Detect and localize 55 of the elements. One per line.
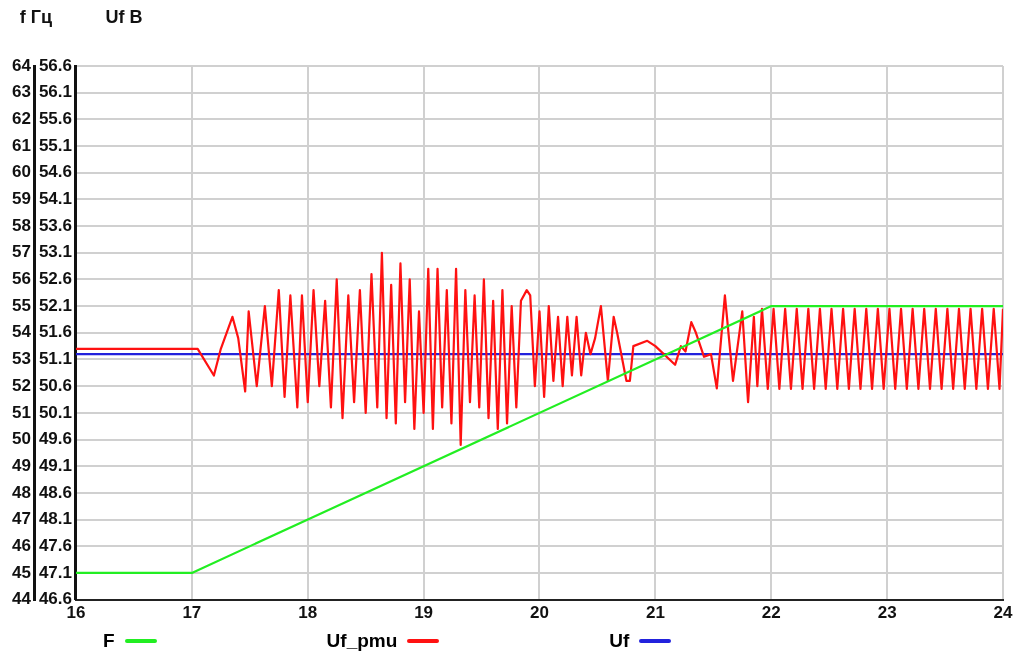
- y-tick-label: 50: [11, 429, 31, 449]
- y-tick-label: 63: [11, 82, 31, 102]
- y2-tick-label: 47.1: [38, 562, 72, 582]
- legend-label: Uf_pmu: [326, 630, 398, 652]
- y2-tick-label: 54.1: [38, 189, 72, 209]
- x-tick-label: 16: [66, 603, 86, 623]
- x-tick-label: 21: [645, 603, 665, 623]
- y2-tick-label: 48.6: [38, 482, 72, 502]
- y-tick-label: 59: [11, 189, 31, 209]
- y-tick-label: 54: [11, 322, 32, 342]
- y-tick-label: 53: [11, 349, 31, 369]
- y-axis-title: f Гц: [18, 7, 54, 27]
- y2-tick-label: 50.6: [38, 375, 72, 395]
- y2-tick-label: 49.6: [38, 429, 72, 449]
- y2-tick-label: 49.1: [38, 455, 72, 475]
- y2-tick-label: 51.1: [38, 349, 72, 369]
- y2-tick-label: 53.6: [38, 215, 72, 235]
- y2-tick-label: 56.1: [38, 82, 72, 102]
- x-tick-label: 24: [993, 603, 1013, 623]
- y-tick-label: 46: [11, 535, 31, 555]
- y-tick-label: 57: [11, 242, 31, 262]
- x-tick-label: 18: [298, 603, 318, 623]
- y-tick-label: 49: [11, 455, 31, 475]
- y-tick-label: 62: [11, 109, 31, 129]
- y2-tick-label: 51.6: [38, 322, 72, 342]
- y-tick-label: 58: [11, 215, 31, 235]
- y-tick-label: 60: [11, 162, 31, 182]
- legend-label: F: [103, 630, 115, 652]
- x-tick-label: 23: [877, 603, 897, 623]
- x-tick-label: 19: [414, 603, 434, 623]
- x-tick-label: 17: [182, 603, 202, 623]
- y-tick-label: 64: [11, 55, 32, 75]
- legend-label: Uf: [609, 630, 630, 652]
- y-tick-label: 51: [11, 402, 31, 422]
- y-tick-label: 44: [11, 589, 32, 609]
- y-tick-label: 48: [11, 482, 31, 502]
- x-tick-label: 22: [761, 603, 781, 623]
- y-tick-label: 47: [11, 509, 31, 529]
- x-tick-label: 20: [530, 603, 549, 623]
- y2-tick-label: 54.6: [38, 162, 72, 182]
- y2-tick-label: 48.1: [38, 509, 72, 529]
- y2-tick-label: 53.1: [38, 242, 72, 262]
- y2-tick-label: 52.1: [38, 295, 72, 315]
- y2-tick-label: 47.6: [38, 535, 72, 555]
- y-tick-label: 55: [11, 295, 31, 315]
- y-tick-label: 52: [11, 375, 31, 395]
- y2-tick-label: 56.6: [38, 55, 72, 75]
- y-tick-label: 56: [11, 269, 31, 289]
- y2-tick-label: 50.1: [38, 402, 72, 422]
- y2-tick-label: 55.6: [38, 109, 72, 129]
- y2-tick-label: 52.6: [38, 269, 72, 289]
- y2-axis-title: Uf В: [104, 7, 144, 27]
- y-tick-label: 45: [11, 562, 31, 582]
- y-tick-label: 61: [11, 135, 31, 155]
- y2-tick-label: 55.1: [38, 135, 72, 155]
